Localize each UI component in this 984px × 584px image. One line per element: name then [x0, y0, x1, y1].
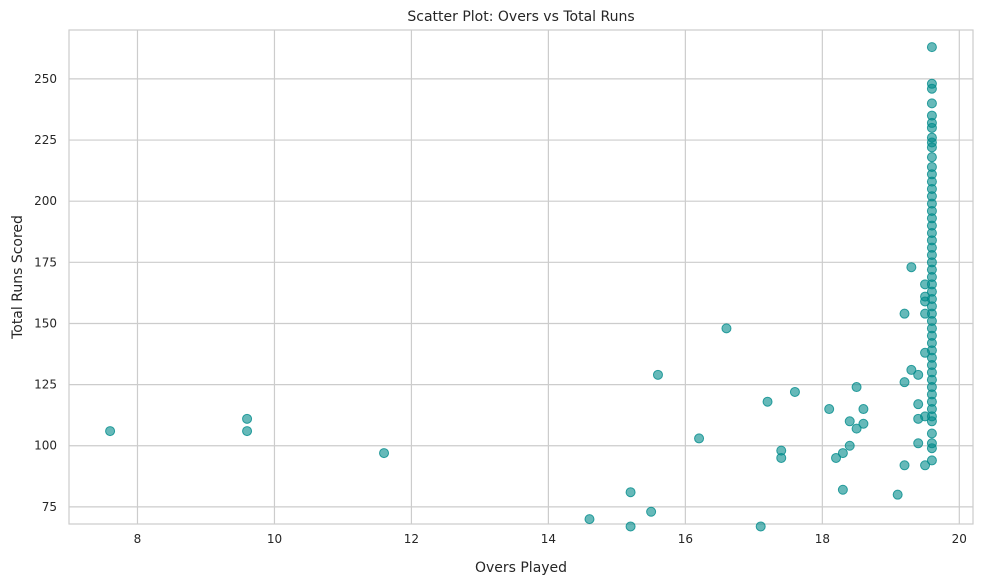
- scatter-point: [899, 308, 910, 319]
- scatter-point: [837, 484, 848, 495]
- scatter-point: [892, 489, 903, 500]
- y-tick-label: 125: [34, 378, 57, 392]
- scatter-point: [844, 440, 855, 451]
- scatter-point: [906, 262, 917, 273]
- scatter-point: [837, 448, 848, 459]
- scatter-point: [242, 426, 253, 437]
- scatter-point: [926, 152, 937, 163]
- chart-title: Scatter Plot: Overs vs Total Runs: [407, 9, 634, 25]
- scatter-point: [824, 404, 835, 415]
- scatter-point: [913, 369, 924, 380]
- scatter-point: [721, 323, 732, 334]
- scatter-point: [913, 399, 924, 410]
- scatter-point: [920, 460, 931, 471]
- y-tick-label: 250: [34, 72, 57, 86]
- grid: [69, 30, 973, 524]
- data-points: [105, 42, 937, 532]
- scatter-point: [625, 521, 636, 532]
- y-tick-label: 150: [34, 316, 57, 330]
- scatter-point: [926, 98, 937, 109]
- scatter-point: [776, 452, 787, 463]
- scatter-point: [755, 521, 766, 532]
- y-tick-label: 75: [42, 500, 57, 514]
- scatter-point: [242, 413, 253, 424]
- scatter-point: [926, 443, 937, 454]
- scatter-point: [851, 423, 862, 434]
- scatter-point: [831, 452, 842, 463]
- x-tick-label: 8: [134, 532, 142, 546]
- scatter-point: [926, 142, 937, 153]
- x-tick-label: 16: [678, 532, 693, 546]
- scatter-point: [858, 404, 869, 415]
- scatter-point: [906, 364, 917, 375]
- plot-frame: [68, 29, 974, 525]
- y-tick-labels: 75 100 125 150 175 200 225 250: [34, 72, 57, 514]
- scatter-point: [379, 448, 390, 459]
- scatter-point: [899, 377, 910, 388]
- scatter-point: [844, 416, 855, 427]
- x-tick-label: 12: [404, 532, 419, 546]
- scatter-point: [584, 514, 595, 525]
- scatter-point: [646, 506, 657, 517]
- scatter-point: [926, 42, 937, 53]
- x-tick-label: 18: [815, 532, 830, 546]
- scatter-point: [899, 460, 910, 471]
- scatter-point: [789, 386, 800, 397]
- y-tick-label: 200: [34, 194, 57, 208]
- scatter-point: [926, 455, 937, 466]
- scatter-point: [652, 369, 663, 380]
- scatter-point: [858, 418, 869, 429]
- y-tick-label: 175: [34, 255, 57, 269]
- y-tick-label: 100: [34, 439, 57, 453]
- scatter-point: [851, 382, 862, 393]
- y-axis-label: Total Runs Scored: [10, 215, 26, 340]
- scatter-point: [926, 83, 937, 94]
- x-tick-label: 20: [952, 532, 967, 546]
- x-axis-label: Overs Played: [475, 560, 567, 576]
- scatter-point: [105, 426, 116, 437]
- scatter-point: [625, 487, 636, 498]
- y-tick-label: 225: [34, 133, 57, 147]
- scatter-point: [926, 428, 937, 439]
- scatter-point: [694, 433, 705, 444]
- scatter-point: [926, 122, 937, 133]
- x-tick-label: 14: [541, 532, 556, 546]
- scatter-point: [762, 396, 773, 407]
- scatter-point: [913, 438, 924, 449]
- x-tick-labels: 8 10 12 14 16 18 20: [134, 532, 967, 546]
- scatter-point: [926, 416, 937, 427]
- x-tick-label: 10: [267, 532, 282, 546]
